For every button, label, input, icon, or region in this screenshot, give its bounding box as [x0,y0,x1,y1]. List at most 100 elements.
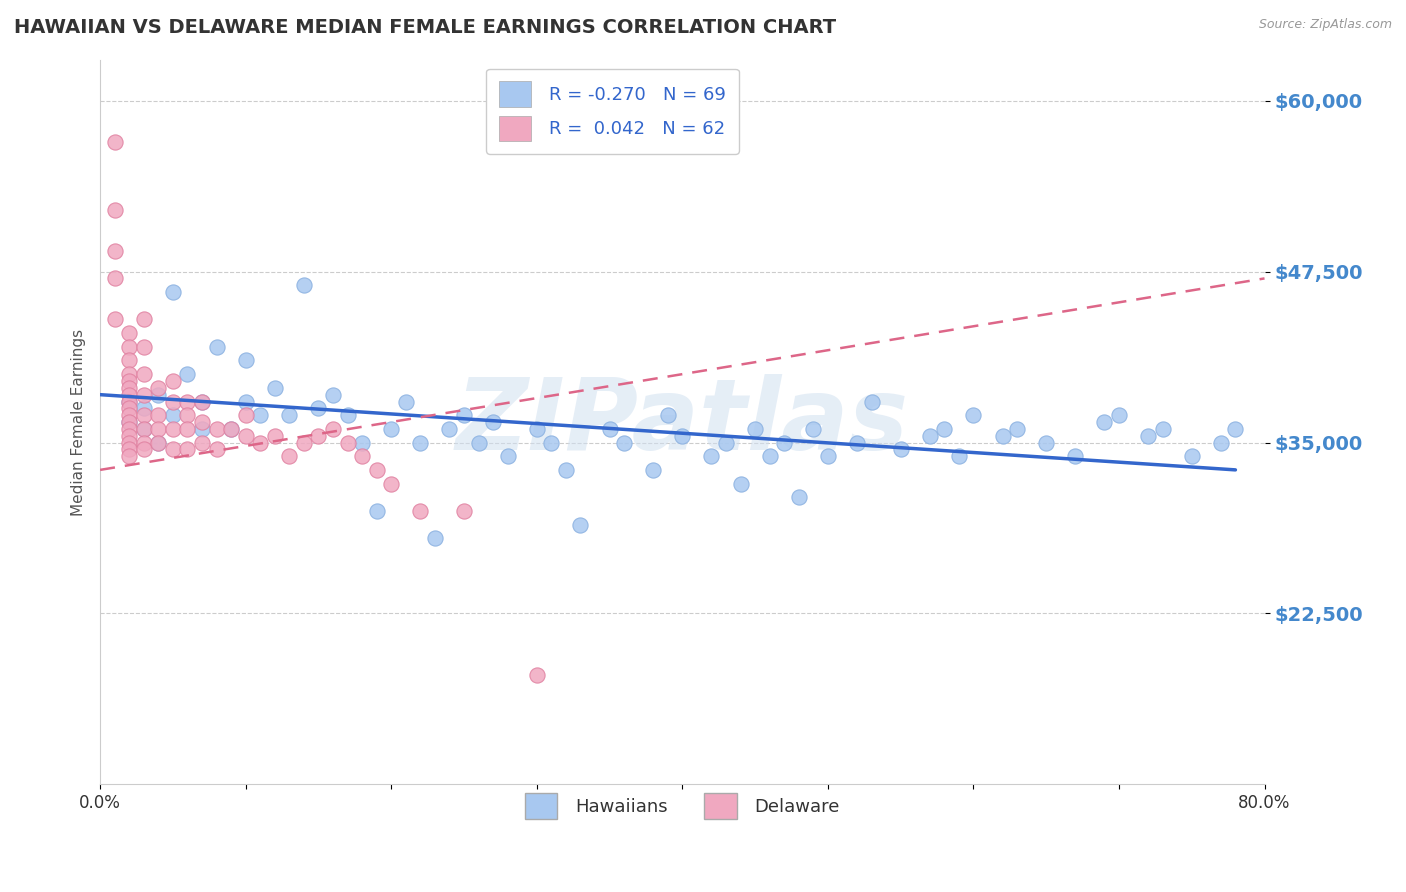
Point [104,244,127,258]
Point [307,401,329,416]
Point [249,435,271,450]
Point [643,463,665,477]
Point [671,428,693,442]
Point [235,353,257,368]
Point [235,394,257,409]
Point [191,394,214,409]
Point [118,326,141,340]
Point [118,442,141,457]
Point [773,435,796,450]
Point [613,435,636,450]
Point [118,401,141,416]
Point [453,408,475,422]
Point [482,415,505,429]
Point [336,435,359,450]
Point [162,374,184,388]
Point [744,422,766,436]
Point [132,387,155,401]
Point [366,504,388,518]
Point [118,408,141,422]
Point [948,449,970,463]
Point [278,449,301,463]
Point [118,415,141,429]
Y-axis label: Median Female Earnings: Median Female Earnings [72,328,86,516]
Point [205,340,228,354]
Point [322,387,344,401]
Point [132,312,155,326]
Point [132,435,155,450]
Point [1181,449,1204,463]
Point [496,449,519,463]
Point [292,435,315,450]
Point [118,353,141,368]
Point [118,340,141,354]
Point [132,442,155,457]
Point [104,312,127,326]
Point [453,504,475,518]
Point [148,435,170,450]
Point [118,387,141,401]
Point [730,476,752,491]
Point [1209,435,1232,450]
Point [191,422,214,436]
Point [176,367,198,381]
Point [219,422,242,436]
Point [714,435,737,450]
Point [104,202,127,217]
Point [132,340,155,354]
Point [409,435,432,450]
Text: ZIPatlas: ZIPatlas [456,374,908,470]
Point [148,387,170,401]
Point [569,517,592,532]
Point [860,394,883,409]
Point [148,408,170,422]
Point [118,381,141,395]
Point [278,408,301,422]
Point [176,408,198,422]
Point [148,435,170,450]
Point [962,408,984,422]
Point [118,374,141,388]
Point [162,408,184,422]
Point [118,415,141,429]
Point [148,422,170,436]
Point [132,408,155,422]
Point [118,394,141,409]
Point [118,428,141,442]
Point [263,428,285,442]
Point [1152,422,1174,436]
Point [1094,415,1116,429]
Point [366,463,388,477]
Point [336,408,359,422]
Point [380,422,402,436]
Point [890,442,912,457]
Point [132,422,155,436]
Point [526,668,548,682]
Point [132,401,155,416]
Point [176,394,198,409]
Point [322,422,344,436]
Point [1108,408,1130,422]
Point [1137,428,1160,442]
Point [191,394,214,409]
Point [191,415,214,429]
Point [1035,435,1057,450]
Point [758,449,780,463]
Point [219,422,242,436]
Point [1005,422,1028,436]
Point [787,490,810,504]
Point [191,435,214,450]
Point [205,422,228,436]
Point [307,428,329,442]
Point [162,422,184,436]
Point [162,442,184,457]
Text: Source: ZipAtlas.com: Source: ZipAtlas.com [1258,18,1392,31]
Point [162,394,184,409]
Legend: Hawaiians, Delaware: Hawaiians, Delaware [517,786,848,826]
Point [176,422,198,436]
Point [352,449,374,463]
Point [352,435,374,450]
Point [235,408,257,422]
Point [801,422,824,436]
Point [132,367,155,381]
